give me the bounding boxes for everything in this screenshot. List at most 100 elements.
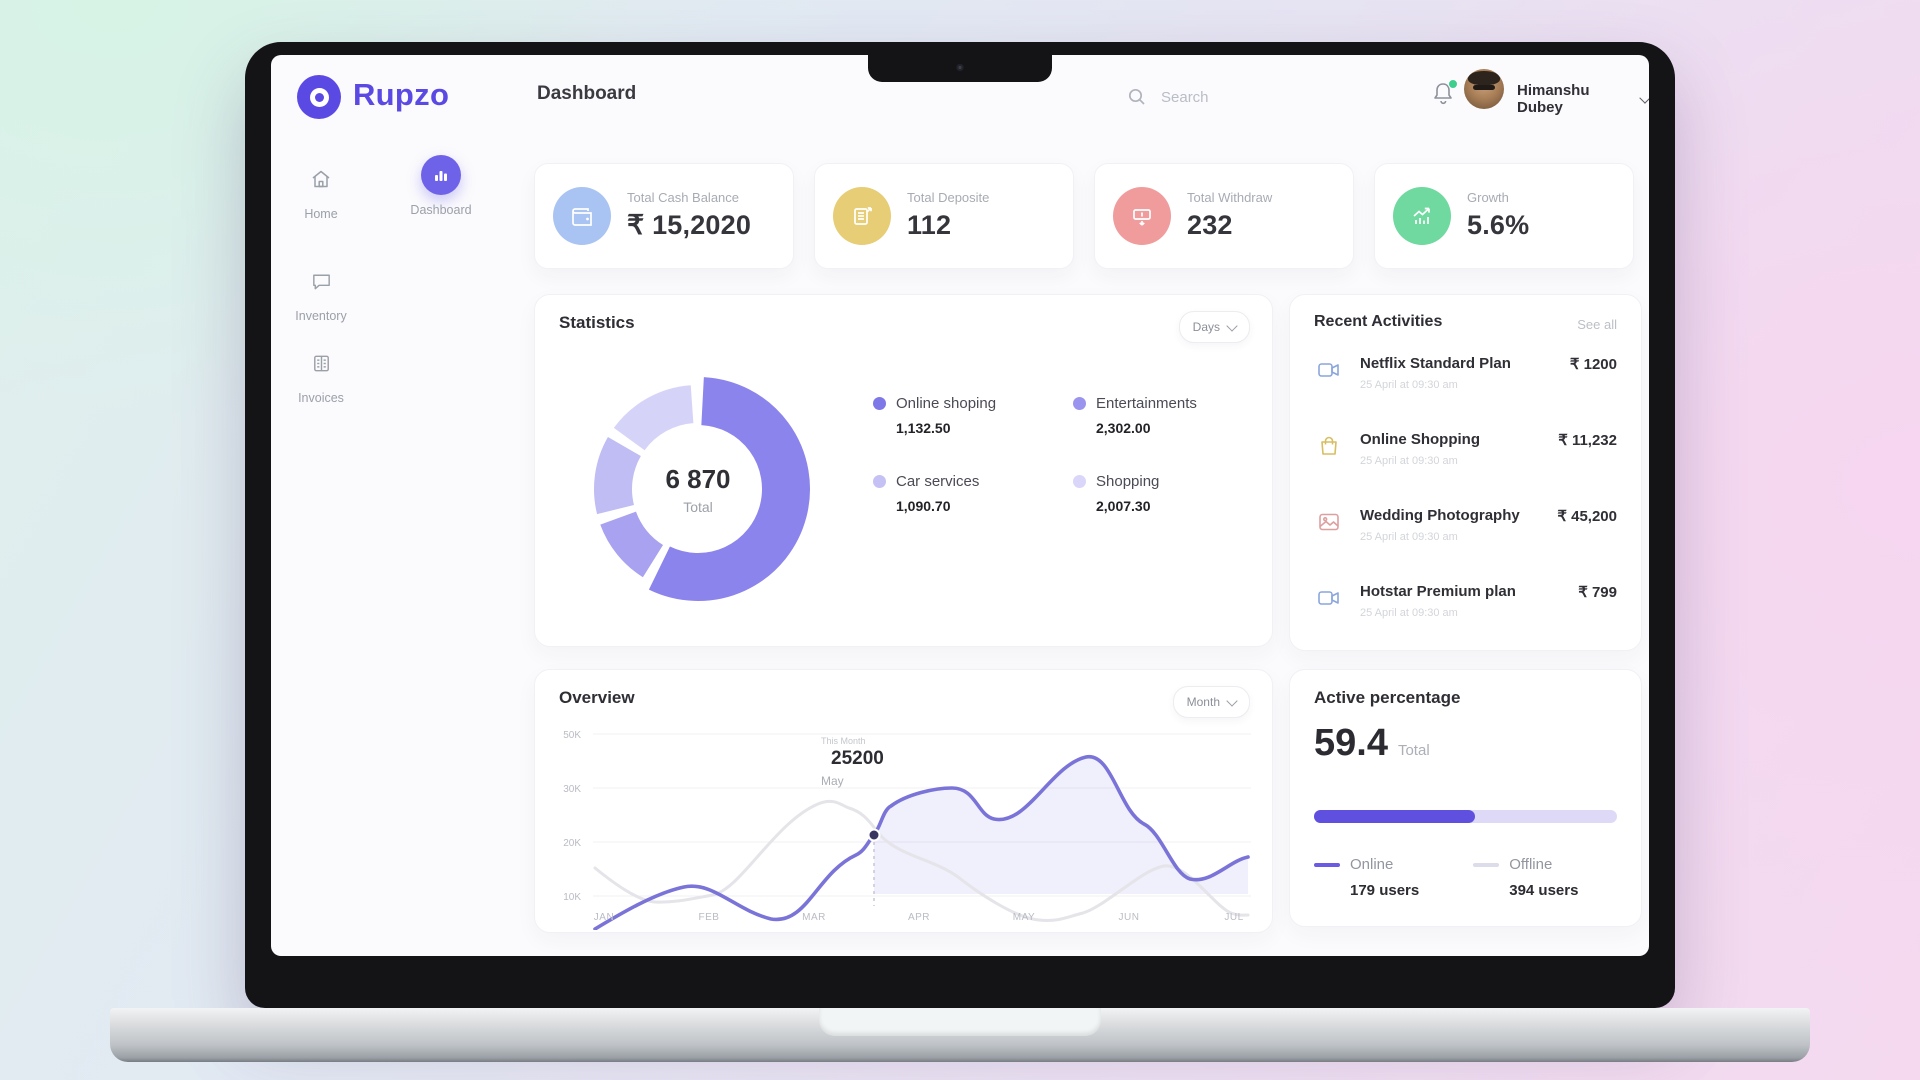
activity-amount: ₹ 45,200 <box>1557 508 1617 525</box>
svg-text:APR: APR <box>908 912 930 923</box>
donut-total-label: Total <box>683 498 713 515</box>
overview-range-dropdown[interactable]: Month <box>1172 686 1250 718</box>
bell-icon <box>1434 83 1452 105</box>
tooltip-sub: May <box>821 774 844 788</box>
active-title: Active percentage <box>1314 688 1461 707</box>
offline-legend: Offline 394 users <box>1473 856 1578 899</box>
user-menu[interactable]: Himanshu Dubey <box>1517 82 1649 116</box>
activity-row[interactable]: Hotstar Premium plan 25 April at 09:30 a… <box>1290 583 1641 645</box>
stat-label: Total Deposite <box>907 190 990 205</box>
dropdown-value: Days <box>1192 320 1220 334</box>
deposit-icon <box>833 187 891 245</box>
online-legend: Online 179 users <box>1314 856 1419 899</box>
stat-value: 112 <box>907 210 952 240</box>
video-icon <box>1316 585 1342 611</box>
sidebar-item-home[interactable]: Home <box>279 159 363 221</box>
svg-text:JUL: JUL <box>1224 912 1243 923</box>
sidebar-item-invoices[interactable]: Invoices <box>279 343 363 405</box>
legend-label: Online shoping <box>896 395 997 412</box>
active-total-value: 59.4 <box>1314 722 1388 764</box>
statistics-range-dropdown[interactable]: Days <box>1178 311 1250 343</box>
activity-amount: ₹ 11,232 <box>1558 432 1617 449</box>
notifications-button[interactable] <box>1431 79 1458 109</box>
dashboard-active-bubble <box>421 155 461 195</box>
stat-card-withdraw: Total Withdraw 232 <box>1094 163 1354 269</box>
donut-total-value: 6 870 <box>665 463 731 494</box>
active-percentage-panel: Active percentage 59.4 Total Online 179 … <box>1289 669 1642 927</box>
sidebar-item-label: Inventory <box>295 309 347 323</box>
notification-badge <box>1448 79 1458 89</box>
area-fill <box>874 756 1248 894</box>
legend-value: 2,007.30 <box>1096 498 1151 514</box>
stat-label: Total Cash Balance <box>627 190 740 205</box>
laptop-base <box>110 1008 1810 1062</box>
sidebar-item-dashboard[interactable]: Dashboard <box>399 155 483 217</box>
stat-label: Growth <box>1467 190 1509 205</box>
withdraw-icon <box>1113 187 1171 245</box>
growth-icon <box>1393 187 1451 245</box>
activity-date: 25 April at 09:30 am <box>1360 607 1458 619</box>
donut-chart: 6 870 Total <box>578 369 818 609</box>
app-window: Rupzo Dashboard Himanshu Dubey <box>271 55 1649 956</box>
laptop-lid-grip <box>819 1008 1101 1036</box>
highlight-point <box>867 828 881 842</box>
legend-label: Car services <box>896 473 980 490</box>
wallet-icon <box>553 187 611 245</box>
legend-item: Car services 1,090.70 <box>873 473 1063 514</box>
page-title: Dashboard <box>537 83 637 104</box>
previous-series-line <box>593 799 1250 922</box>
activity-title: Hotstar Premium plan <box>1360 583 1516 600</box>
recent-title: Recent Activities <box>1314 313 1443 330</box>
laptop-notch <box>868 55 1052 82</box>
photo-icon <box>1316 509 1342 535</box>
activity-row[interactable]: Online Shopping 25 April at 09:30 am ₹ 1… <box>1290 431 1641 493</box>
stat-card-deposit: Total Deposite 112 <box>814 163 1074 269</box>
activity-amount: ₹ 799 <box>1578 584 1617 601</box>
dropdown-value: Month <box>1186 695 1220 709</box>
stat-value: 232 <box>1187 210 1233 240</box>
user-avatar[interactable] <box>1464 69 1504 109</box>
activity-row[interactable]: Netflix Standard Plan 25 April at 09:30 … <box>1290 355 1641 417</box>
activity-title: Netflix Standard Plan <box>1360 355 1511 372</box>
online-label: Online <box>1350 856 1394 873</box>
legend-value: 1,090.70 <box>896 498 951 514</box>
svg-text:FEB: FEB <box>699 912 720 923</box>
activity-row[interactable]: Wedding Photography 25 April at 09:30 am… <box>1290 507 1641 569</box>
recent-activities-panel: Recent Activities See all Netflix Standa… <box>1289 294 1642 651</box>
online-users: 179 users <box>1350 882 1420 899</box>
sidebar-item-label: Invoices <box>298 391 344 405</box>
svg-text:30K: 30K <box>563 784 581 795</box>
activity-title: Wedding Photography <box>1360 507 1520 524</box>
overview-panel: Overview Month 50K 30K 20K 10K <box>534 669 1273 933</box>
active-progress-bar <box>1314 810 1617 823</box>
legend-item: Entertainments 2,302.00 <box>1073 395 1263 436</box>
svg-text:10K: 10K <box>563 892 581 903</box>
user-name: Himanshu Dubey <box>1517 82 1590 116</box>
stat-value: 5.6% <box>1467 210 1530 240</box>
invoice-grid-icon <box>313 355 329 371</box>
search-input[interactable] <box>1159 87 1363 107</box>
activity-date: 25 April at 09:30 am <box>1360 379 1458 391</box>
see-all-link[interactable]: See all <box>1577 317 1617 332</box>
legend-value: 1,132.50 <box>896 420 951 436</box>
bar-chart-icon <box>435 171 447 181</box>
active-total-label: Total <box>1397 742 1430 759</box>
tooltip-label: This Month <box>821 736 866 746</box>
svg-text:JUN: JUN <box>1119 912 1140 923</box>
legend-dot <box>873 475 886 488</box>
stat-card-cash-balance: Total Cash Balance ₹ 15,2020 <box>534 163 794 269</box>
online-dash <box>1314 862 1340 867</box>
sidebar-item-inventory[interactable]: Inventory <box>279 261 363 323</box>
legend-label: Shopping <box>1096 473 1160 490</box>
activity-title: Online Shopping <box>1360 431 1480 448</box>
webcam-icon <box>955 63 965 72</box>
statistics-panel: Statistics Days 6 870 Total Online shopi… <box>534 294 1273 647</box>
search-box[interactable] <box>1127 79 1397 115</box>
stat-value: ₹ 15,2020 <box>627 210 752 240</box>
chevron-down-icon <box>1226 319 1238 332</box>
stat-label: Total Withdraw <box>1187 190 1273 205</box>
chat-bubble-icon <box>312 274 330 289</box>
stat-card-growth: Growth 5.6% <box>1374 163 1634 269</box>
tooltip-value: 25200 <box>831 748 884 769</box>
laptop-frame: Rupzo Dashboard Himanshu Dubey <box>245 42 1675 1008</box>
